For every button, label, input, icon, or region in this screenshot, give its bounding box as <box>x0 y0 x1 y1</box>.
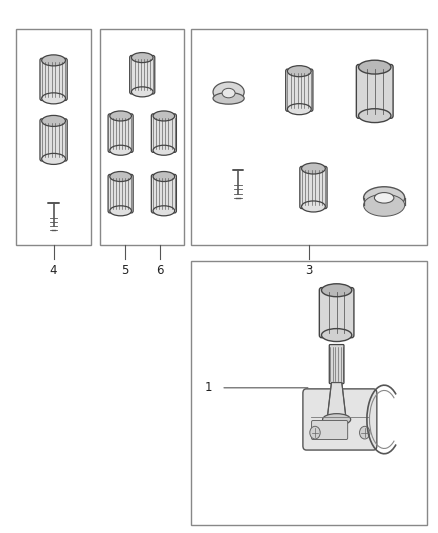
Text: 4: 4 <box>50 264 57 277</box>
Ellipse shape <box>374 192 394 203</box>
FancyBboxPatch shape <box>300 166 327 208</box>
Ellipse shape <box>42 116 66 126</box>
Ellipse shape <box>110 145 131 155</box>
Ellipse shape <box>364 194 405 216</box>
Bar <box>100 29 184 245</box>
Ellipse shape <box>153 111 175 121</box>
Text: 5: 5 <box>121 264 129 277</box>
FancyBboxPatch shape <box>130 55 155 94</box>
FancyBboxPatch shape <box>40 119 67 161</box>
Bar <box>16 29 92 245</box>
FancyBboxPatch shape <box>151 174 177 213</box>
Ellipse shape <box>153 206 175 216</box>
Ellipse shape <box>321 284 352 297</box>
Circle shape <box>310 426 320 439</box>
Circle shape <box>360 426 370 439</box>
Ellipse shape <box>131 53 153 62</box>
FancyBboxPatch shape <box>40 58 67 100</box>
Polygon shape <box>327 383 346 419</box>
FancyBboxPatch shape <box>311 421 348 440</box>
Ellipse shape <box>287 66 311 77</box>
Bar <box>191 29 427 245</box>
Ellipse shape <box>321 329 352 342</box>
Bar <box>191 261 427 525</box>
Ellipse shape <box>153 145 175 155</box>
Ellipse shape <box>42 55 66 66</box>
FancyBboxPatch shape <box>319 288 354 338</box>
Ellipse shape <box>131 87 153 97</box>
Ellipse shape <box>359 109 391 123</box>
Ellipse shape <box>110 206 131 216</box>
Ellipse shape <box>322 414 351 425</box>
FancyBboxPatch shape <box>286 69 313 111</box>
FancyBboxPatch shape <box>108 174 133 213</box>
Text: 1: 1 <box>205 381 212 394</box>
Ellipse shape <box>287 103 311 115</box>
Ellipse shape <box>42 93 66 104</box>
Ellipse shape <box>364 187 405 209</box>
FancyBboxPatch shape <box>108 114 133 152</box>
FancyBboxPatch shape <box>303 389 377 450</box>
FancyBboxPatch shape <box>329 344 344 384</box>
Ellipse shape <box>153 172 175 182</box>
Ellipse shape <box>42 154 66 164</box>
Ellipse shape <box>359 60 391 74</box>
Ellipse shape <box>222 88 235 98</box>
Text: 6: 6 <box>156 264 163 277</box>
Ellipse shape <box>301 201 325 212</box>
FancyBboxPatch shape <box>357 64 393 118</box>
Ellipse shape <box>110 172 131 182</box>
FancyBboxPatch shape <box>151 114 177 152</box>
Ellipse shape <box>301 163 325 174</box>
Ellipse shape <box>213 93 244 104</box>
Text: 3: 3 <box>305 264 312 277</box>
Ellipse shape <box>110 111 131 121</box>
Ellipse shape <box>213 82 244 102</box>
